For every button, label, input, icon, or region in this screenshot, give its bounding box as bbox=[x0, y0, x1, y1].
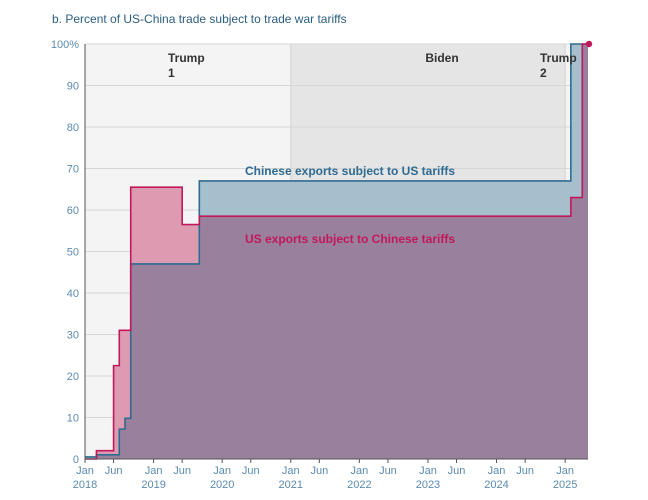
x-tick-label-12: Jan bbox=[488, 465, 506, 477]
chart-title: b. Percent of US-China trade subject to … bbox=[52, 12, 347, 26]
series-end-point bbox=[585, 40, 593, 48]
x-tick-label-4: Jan bbox=[213, 465, 231, 477]
era-label-line: 2 bbox=[540, 66, 547, 80]
overlap-area bbox=[85, 44, 588, 459]
era-label-1: Biden bbox=[425, 51, 458, 65]
era-label-line: 1 bbox=[168, 66, 175, 80]
axes: 0 10 20 30 40 50 60 70 80 90 100% Jan 2018 Jun Jan 2019… bbox=[51, 39, 588, 491]
x-tick-year-10: 2023 bbox=[416, 479, 440, 491]
x-tick-label-11: Jun bbox=[448, 465, 466, 477]
x-tick-label-13: Jun bbox=[516, 465, 534, 477]
x-tick-label-14: Jan bbox=[556, 465, 574, 477]
x-tick-label-0: Jan bbox=[76, 465, 94, 477]
era-label-line: Trump bbox=[168, 51, 205, 65]
x-tick-label-8: Jan bbox=[350, 465, 368, 477]
x-tick-label-9: Jun bbox=[379, 465, 397, 477]
x-tick-year-12: 2024 bbox=[484, 479, 508, 491]
y-tick-label-40: 40 bbox=[67, 288, 79, 300]
y-tick-label-70: 70 bbox=[67, 164, 79, 176]
y-tick-label-30: 30 bbox=[67, 330, 79, 342]
series-label-chinese-exports: Chinese exports subject to US tariffs bbox=[245, 164, 455, 178]
x-tick-label-1: Jun bbox=[105, 465, 123, 477]
series-line-0 bbox=[85, 43, 588, 458]
x-tick-year-8: 2022 bbox=[347, 479, 371, 491]
series-areas bbox=[85, 44, 588, 459]
x-tick-label-6: Jan bbox=[282, 465, 300, 477]
series-line-1 bbox=[85, 43, 588, 460]
x-tick-label-5: Jun bbox=[242, 465, 260, 477]
era-label-line: Trump bbox=[540, 51, 577, 65]
x-tick-year-4: 2020 bbox=[210, 479, 234, 491]
era-label-2: Trump 2 bbox=[540, 51, 577, 80]
y-tick-label-80: 80 bbox=[67, 122, 79, 134]
y-tick-label-90: 90 bbox=[67, 81, 79, 93]
x-tick-label-10: Jan bbox=[419, 465, 437, 477]
y-tick-label-10: 10 bbox=[67, 413, 79, 425]
x-tick-year-14: 2025 bbox=[553, 479, 577, 491]
x-tick-year-6: 2021 bbox=[279, 479, 303, 491]
x-tick-label-2: Jan bbox=[145, 465, 163, 477]
era-label-line: Biden bbox=[425, 51, 458, 65]
series-lines bbox=[85, 40, 593, 460]
y-tick-label-20: 20 bbox=[67, 371, 79, 383]
x-tick-label-7: Jun bbox=[310, 465, 328, 477]
x-tick-year-0: 2018 bbox=[73, 479, 97, 491]
y-tick-label-0: 0 bbox=[73, 454, 79, 466]
x-tick-year-2: 2019 bbox=[141, 479, 165, 491]
y-tick-label-50: 50 bbox=[67, 247, 79, 259]
y-tick-label-100: 100% bbox=[51, 39, 79, 51]
y-tick-label-60: 60 bbox=[67, 205, 79, 217]
era-label-0: Trump 1 bbox=[168, 51, 205, 80]
x-tick-label-3: Jun bbox=[173, 465, 191, 477]
series-label-us-exports: US exports subject to Chinese tariffs bbox=[245, 232, 455, 246]
